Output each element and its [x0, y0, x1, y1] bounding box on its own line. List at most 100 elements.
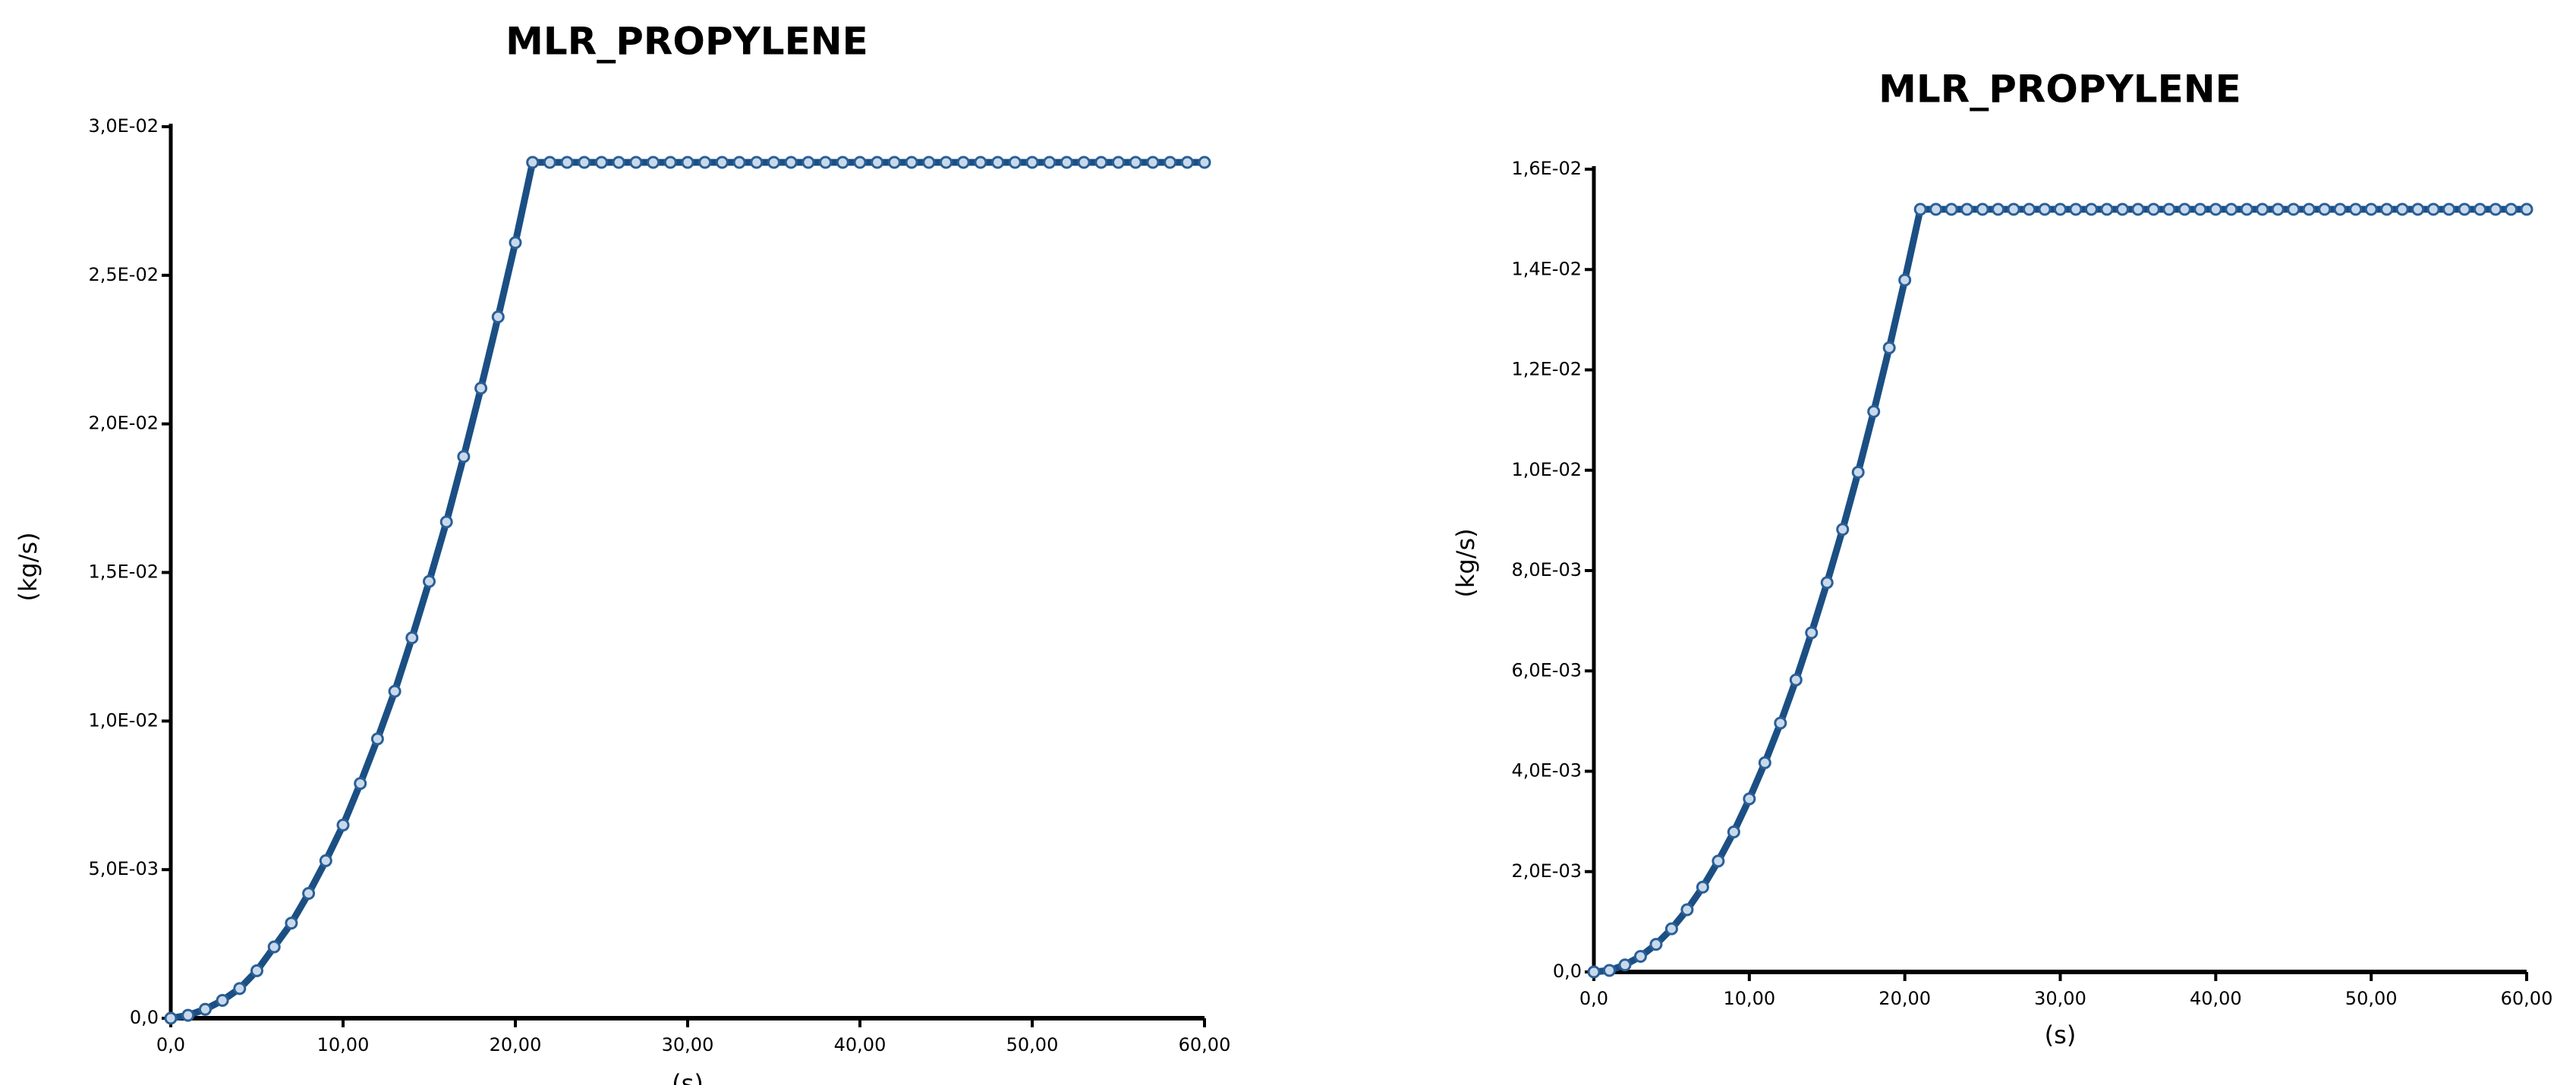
data-point	[1043, 156, 1057, 169]
x-tick-label: 20,00	[490, 1034, 542, 1055]
data-point	[2349, 203, 2363, 216]
y-tick-label: 3,0E-02	[88, 115, 159, 137]
data-point	[439, 515, 453, 529]
data-point	[370, 732, 384, 746]
data-point	[509, 236, 522, 250]
y-tick-label: 1,4E-02	[1511, 258, 1582, 279]
data-point	[1164, 156, 1177, 169]
x-tick-label: 40,00	[834, 1034, 886, 1055]
data-point	[2318, 203, 2332, 216]
data-point	[543, 156, 556, 169]
data-point	[1960, 203, 1974, 216]
data-point	[1060, 156, 1073, 169]
data-point	[2411, 203, 2425, 216]
y-tick-label: 2,0E-02	[88, 413, 159, 434]
data-point	[2023, 203, 2036, 216]
data-point	[1836, 523, 1850, 536]
data-point	[2146, 203, 2160, 216]
y-tick-label: 2,5E-02	[88, 264, 159, 285]
data-point	[1976, 203, 1989, 216]
x-tick-label: 0,0	[1579, 988, 1608, 1009]
data-point	[2505, 203, 2518, 216]
data-point	[612, 156, 625, 169]
data-point	[2287, 203, 2300, 216]
data-point	[1867, 404, 1881, 418]
data-point	[181, 1008, 195, 1022]
data-point	[1094, 156, 1108, 169]
data-line	[170, 159, 1205, 1022]
chart-title: MLR_PROPYLENE	[505, 20, 868, 64]
data-point	[2100, 203, 2114, 216]
data-point	[1758, 756, 1771, 769]
data-point	[2115, 203, 2129, 216]
data-point	[405, 631, 419, 645]
data-line	[1593, 206, 2527, 976]
data-point	[267, 940, 281, 954]
data-point	[922, 156, 936, 169]
data-point	[991, 156, 1005, 169]
data-point	[423, 574, 436, 588]
data-point	[1025, 156, 1039, 169]
y-tick-label: 0,0	[130, 1007, 159, 1028]
data-point	[853, 156, 867, 169]
data-point	[2162, 203, 2176, 216]
y-tick-label: 6,0E-03	[1511, 659, 1582, 681]
data-point	[836, 156, 849, 169]
data-point	[2333, 203, 2347, 216]
x-tick-label: 0,0	[156, 1034, 185, 1055]
data-point	[2474, 203, 2487, 216]
data-point	[2380, 203, 2394, 216]
data-point	[1898, 273, 1912, 287]
data-point	[1587, 965, 1601, 979]
x-tick-label: 10,00	[1723, 988, 1775, 1009]
data-point	[1882, 341, 1896, 354]
data-point	[1929, 203, 1943, 216]
data-point	[1743, 792, 1756, 806]
x-tick-label: 60,00	[1179, 1034, 1231, 1055]
data-point	[1820, 576, 1834, 590]
data-point	[319, 854, 332, 867]
data-point	[285, 917, 298, 930]
x-tick-label: 30,00	[662, 1034, 714, 1055]
data-point	[1077, 156, 1091, 169]
data-point	[1129, 156, 1142, 169]
y-tick-label: 4,0E-03	[1511, 760, 1582, 782]
data-point	[560, 156, 574, 169]
data-point	[198, 1002, 212, 1016]
chart: MLR_PROPYLENE (kg/s) (s) 0,0 5,0E-03 1,0E-02 1…	[14, 20, 1230, 1085]
data-point	[216, 994, 229, 1007]
data-point	[2364, 203, 2378, 216]
data-point	[681, 156, 694, 169]
y-tick-label: 1,5E-02	[88, 561, 159, 583]
data-point	[2225, 203, 2238, 216]
data-point	[388, 684, 402, 698]
x-tick-label: 60,00	[2501, 988, 2553, 1009]
y-tick-label: 0,0	[1553, 961, 1582, 982]
data-point	[871, 156, 884, 169]
data-point	[526, 156, 540, 169]
data-point	[2084, 203, 2098, 216]
y-tick-label: 1,2E-02	[1511, 359, 1582, 380]
data-point	[819, 156, 833, 169]
data-point	[2131, 203, 2145, 216]
data-point	[1008, 156, 1022, 169]
x-axis-label: (s)	[2045, 1021, 2077, 1049]
data-point	[595, 156, 608, 169]
data-point	[2038, 203, 2052, 216]
data-point	[1633, 950, 1647, 964]
data-point	[905, 156, 918, 169]
data-point	[1602, 964, 1616, 977]
data-point	[784, 156, 798, 169]
data-point	[1649, 938, 1663, 951]
data-point	[233, 982, 247, 995]
data-point	[2458, 203, 2471, 216]
data-point	[1146, 156, 1160, 169]
data-point	[1180, 156, 1194, 169]
y-axis-label: (kg/s)	[1451, 528, 1480, 597]
data-point	[629, 156, 643, 169]
data-point	[2209, 203, 2222, 216]
data-point	[1851, 465, 1865, 479]
data-point	[2054, 203, 2067, 216]
data-point	[2240, 203, 2253, 216]
